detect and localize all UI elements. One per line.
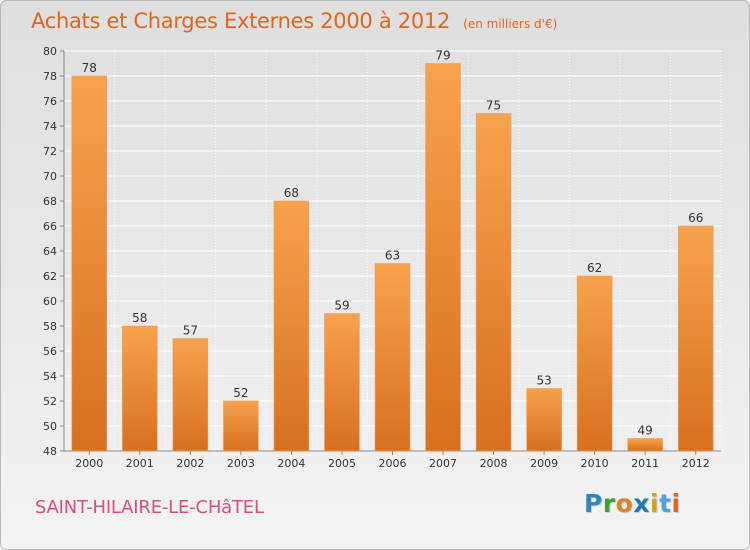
y-tick-label: 64	[43, 245, 57, 258]
x-tick-label: 2005	[328, 457, 356, 470]
bar-2012	[677, 225, 714, 452]
y-tick-label: 76	[43, 95, 57, 108]
data-label: 66	[688, 211, 703, 225]
bar-2006	[374, 263, 411, 452]
y-tick-label: 50	[43, 420, 57, 433]
x-tick-label: 2006	[379, 457, 407, 470]
title-row: Achats et Charges Externes 2000 à 2012 (…	[31, 9, 557, 33]
location-name: SAINT-HILAIRE-LE-CHâTEL	[35, 497, 264, 518]
bar-2002	[172, 338, 209, 452]
bar-2010	[576, 275, 613, 452]
data-label: 49	[638, 424, 653, 438]
y-tick-label: 78	[43, 70, 57, 83]
data-labels: 78 58 57 52 68 59 63 79 75 53 62 49 66	[82, 49, 704, 438]
data-label: 58	[132, 311, 147, 325]
y-tick-label: 68	[43, 195, 57, 208]
logo-letter: r	[602, 489, 616, 518]
bar-2000	[71, 75, 108, 452]
y-tick-label: 56	[43, 345, 57, 358]
logo-letter: i	[671, 489, 681, 518]
y-tick-label: 52	[43, 395, 57, 408]
logo-letter: i	[650, 489, 660, 518]
data-label: 63	[385, 249, 400, 263]
y-tick-label: 72	[43, 145, 57, 158]
bar-2004	[273, 200, 310, 452]
bar-2007	[425, 63, 461, 452]
logo-letter: x	[633, 489, 650, 518]
x-tick-label: 2010	[581, 457, 609, 470]
data-label: 57	[183, 324, 198, 338]
bar-2001	[122, 325, 158, 452]
x-tick-label: 2007	[429, 457, 457, 470]
proxiti-logo[interactable]: Proxiti	[584, 489, 681, 518]
logo-letter: P	[584, 489, 603, 518]
bars	[71, 63, 714, 452]
data-label: 62	[587, 261, 602, 275]
bar-2009	[526, 388, 562, 452]
y-tick-label: 74	[43, 120, 57, 133]
x-tick-label: 2004	[277, 457, 305, 470]
y-tick-label: 62	[43, 270, 57, 283]
data-label: 52	[233, 386, 248, 400]
bar-2005	[324, 313, 360, 452]
y-tick-label: 58	[43, 320, 57, 333]
y-tick-label: 60	[43, 295, 57, 308]
y-tick-label: 70	[43, 170, 57, 183]
bar-2011	[627, 438, 663, 452]
data-label: 78	[82, 61, 97, 75]
bar-2008	[475, 113, 512, 452]
data-label: 79	[435, 49, 450, 63]
x-tick-label: 2008	[480, 457, 508, 470]
y-tick-label: 54	[43, 370, 57, 383]
x-tick-label: 2009	[530, 457, 558, 470]
data-label: 68	[284, 186, 299, 200]
logo-letter: o	[615, 489, 634, 518]
logo-letter: t	[659, 489, 672, 518]
data-label: 53	[536, 374, 551, 388]
y-tick-label: 48	[43, 445, 57, 458]
x-axis: 2000 2001 2002 2003 2004 2005 2006 2007 2008 2009…	[75, 451, 710, 470]
y-tick-label: 66	[43, 220, 57, 233]
x-tick-label: 2012	[682, 457, 710, 470]
chart-unit-note: (en milliers d'€)	[463, 17, 558, 31]
bar-2003	[223, 400, 259, 452]
x-tick-label: 2011	[631, 457, 659, 470]
x-tick-label: 2001	[126, 457, 154, 470]
chart-title: Achats et Charges Externes 2000 à 2012	[31, 9, 451, 33]
x-tick-label: 2003	[227, 457, 255, 470]
x-tick-label: 2002	[176, 457, 204, 470]
data-label: 75	[486, 99, 501, 113]
x-tick-label: 2000	[75, 457, 103, 470]
data-label: 59	[334, 299, 349, 313]
y-tick-label: 80	[43, 45, 57, 58]
